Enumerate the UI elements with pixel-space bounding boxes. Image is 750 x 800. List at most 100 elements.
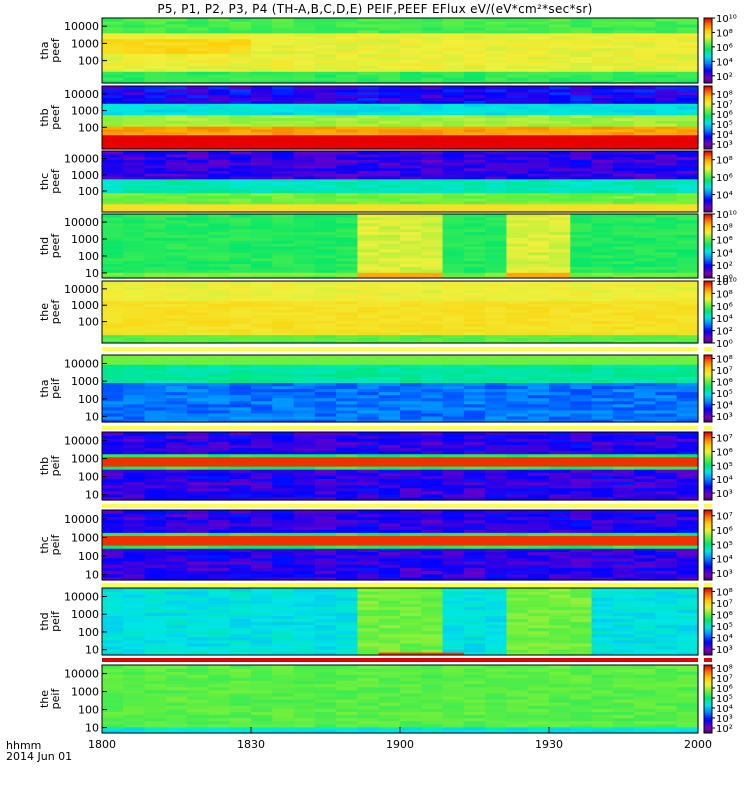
heatmap-cell [314,391,337,396]
heatmap-cell [123,295,146,299]
heatmap-cell [570,167,593,172]
heatmap-cell [251,184,273,188]
heatmap-cell [570,243,593,247]
y-axis-label: the [38,303,51,321]
heatmap-cell [123,382,146,387]
heatmap-cell [229,91,252,96]
heatmap-cell [612,159,635,163]
heatmap-cell [102,184,124,188]
heatmap-cell [336,206,359,210]
heatmap-cell [187,59,210,63]
heatmap-cell [570,41,593,46]
heatmap-cell [293,432,316,436]
heatmap-cell [591,487,614,492]
heatmap-cell [527,300,550,305]
heatmap-cell [549,91,571,96]
heatmap-cell [208,438,231,442]
heatmap-cell [208,123,231,127]
heatmap-cell [102,159,124,163]
colorbar-segment [704,381,712,384]
heatmap-cell [272,26,295,31]
heatmap-cell [527,137,550,142]
heatmap-cell [272,68,295,72]
heatmap-cell [144,538,167,543]
heatmap-cell [123,143,146,147]
heatmap-cell [208,409,231,414]
heatmap-cell [251,26,273,31]
heatmap-cell [612,68,635,72]
heatmap-cell [400,86,422,90]
heatmap-cell [634,137,657,142]
heatmap-cell [612,50,635,55]
heatmap-cell [442,32,465,37]
heatmap-cell [314,522,337,527]
heatmap-cell [208,548,231,552]
heatmap-cell [676,47,699,52]
heatmap-cell [102,331,124,336]
heatmap-cell [165,237,188,241]
heatmap-cell [293,251,316,256]
heatmap-cell [463,29,486,34]
heatmap-cell [527,225,550,230]
heatmap-cell [549,71,571,75]
heatmap-cell [251,272,273,276]
heatmap-cell [272,576,295,581]
heatmap-cell [463,493,486,498]
heatmap-cell [463,222,486,227]
heatmap-cell [549,114,571,119]
heatmap-cell [655,334,678,338]
heatmap-cell [229,88,252,93]
heatmap-cell [549,175,571,180]
heatmap-cell [102,162,124,166]
heatmap-cell [102,281,124,285]
heatmap-cell [336,91,359,96]
heatmap-cell [293,388,316,393]
heatmap-cell [570,86,593,90]
heatmap-cell [442,337,465,341]
heatmap-cell [655,289,678,293]
heatmap-cell [378,200,401,205]
heatmap-cell [165,516,188,521]
colorbar-segment [704,154,712,157]
heatmap-cell [506,44,529,49]
heatmap-cell [229,570,252,575]
heatmap-cell [549,303,571,307]
heatmap-cell [251,355,273,359]
colorbar-frame [703,431,713,501]
heatmap-cell [293,306,316,310]
heatmap-cell [378,367,401,371]
heatmap-cell [591,237,614,241]
heatmap-cell [655,314,678,319]
heatmap-cell [485,309,508,313]
heatmap-cell [527,379,550,384]
heatmap-cell [463,283,486,288]
heatmap-cell [229,41,252,46]
heatmap-cell [229,214,252,218]
heatmap-cell [442,490,465,495]
heatmap-cell [527,303,550,307]
heatmap-cell [506,403,529,408]
heatmap-cell [506,146,529,150]
heatmap-cell [527,435,550,439]
heatmap-cell [229,309,252,313]
heatmap-cell [421,97,444,101]
heatmap-cell [485,367,508,371]
heatmap-cell [293,219,316,224]
heatmap-cell [208,173,231,177]
heatmap-cell [591,358,614,362]
heatmap-cell [314,484,337,489]
heatmap-cell [165,379,188,384]
heatmap-cell [165,266,188,270]
heatmap-cell [570,453,593,458]
heatmap-cell [272,41,295,46]
heatmap-cell [506,126,529,130]
heatmap-cell [421,364,444,368]
heatmap-cell [591,100,614,104]
heatmap-cell [463,246,486,250]
heatmap-cell [208,209,231,213]
heatmap-cell [570,444,593,449]
heatmap-cell [144,257,167,262]
heatmap-cell [187,331,210,336]
heatmap-cell [612,394,635,399]
heatmap-cell [187,358,210,362]
